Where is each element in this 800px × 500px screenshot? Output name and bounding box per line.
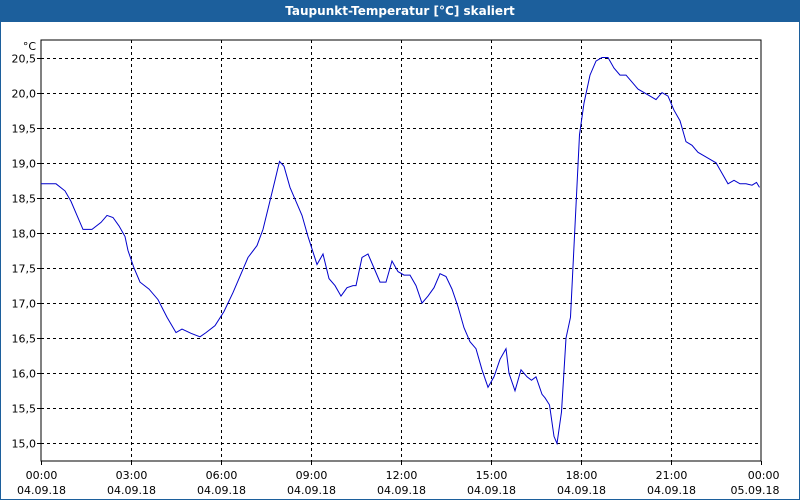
y-tick-label: 16,5 [12,333,37,346]
x-tick-date-label: 04.09.18 [647,484,696,497]
x-tick-time-label: 03:00 [116,469,148,482]
chart-title-bar: Taupunkt-Temperatur [°C] skaliert [0,0,800,22]
x-tick-time-label: 12:00 [386,469,418,482]
x-tick-date-label: 04.09.18 [197,484,246,497]
y-tick-label: 15,5 [12,403,37,416]
x-tick-time-label: 15:00 [476,469,508,482]
y-tick-label: 20,5 [12,53,37,66]
y-tick-label: 20,0 [12,88,37,101]
x-axis-ticks: 00:00 04.09.18 03:00 04.09.18 06:00 04.09.18 0… [17,461,780,497]
y-axis-ticks: 15,0 15,5 16,0 16,5 17,0 17,5 18,0 18,5 19,0 19,5… [12,53,41,451]
grid-lines [41,40,761,461]
x-tick-time-label: 09:00 [296,469,328,482]
y-tick-label: 18,0 [12,228,37,241]
x-tick-date-label: 04.09.18 [557,484,606,497]
x-tick-date-label: 04.09.18 [377,484,426,497]
y-tick-label: 19,5 [12,123,37,136]
y-axis-unit-label: °C [23,40,37,53]
x-tick-time-label: 00:00 [748,469,780,482]
x-tick-time-label: 06:00 [206,469,238,482]
x-tick-date-label: 05.09.18 [731,484,780,497]
x-tick-date-label: 04.09.18 [17,484,66,497]
x-tick-time-label: 21:00 [656,469,688,482]
y-tick-label: 16,0 [12,368,37,381]
x-tick-time-label: 00:00 [26,469,58,482]
x-tick-date-label: 04.09.18 [287,484,336,497]
y-tick-label: 17,0 [12,298,37,311]
x-tick-date-label: 04.09.18 [107,484,156,497]
y-tick-label: 17,5 [12,263,37,276]
x-tick-date-label: 04.09.18 [467,484,516,497]
x-tick-time-label: 18:00 [566,469,598,482]
series-line-dewpoint [41,57,760,446]
y-tick-label: 19,0 [12,158,37,171]
y-tick-label: 18,5 [12,193,37,206]
chart-title: Taupunkt-Temperatur [°C] skaliert [285,4,515,18]
y-tick-label: 15,0 [12,438,37,451]
